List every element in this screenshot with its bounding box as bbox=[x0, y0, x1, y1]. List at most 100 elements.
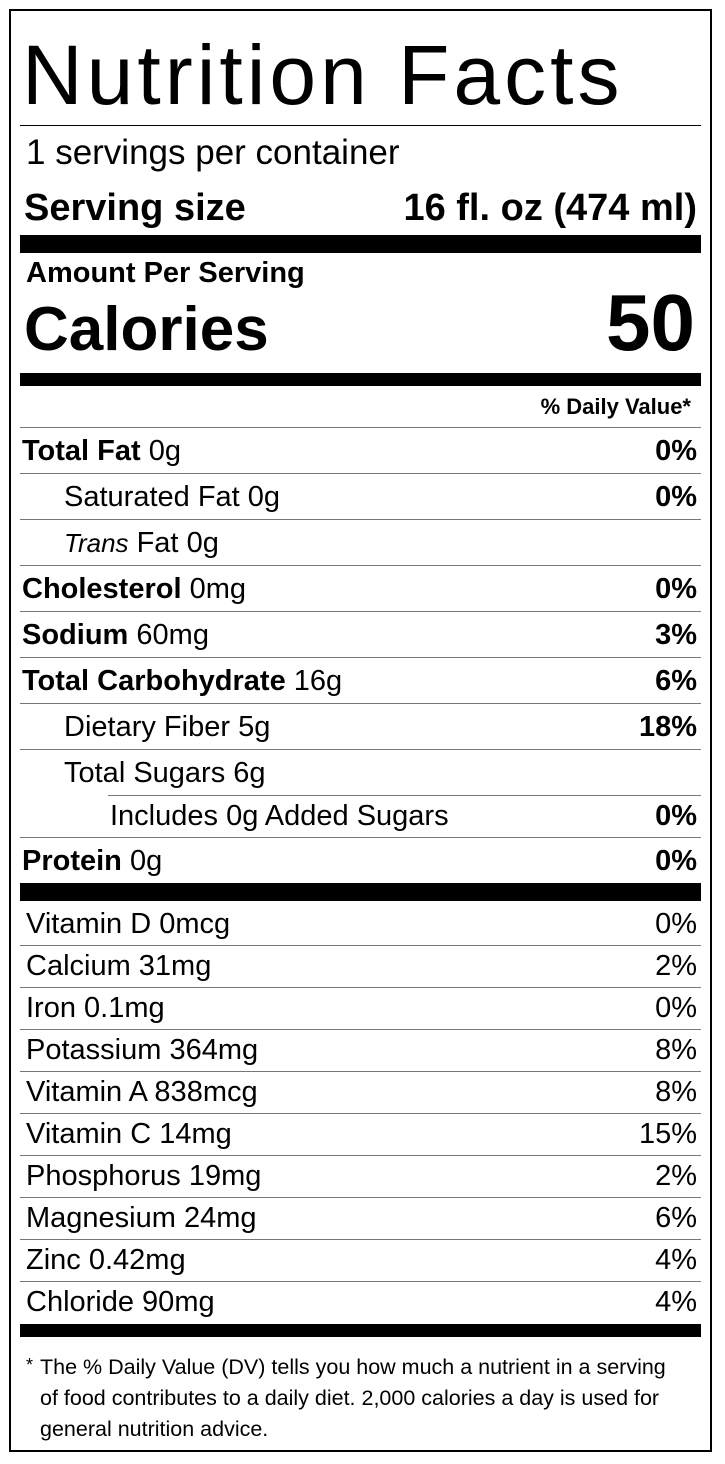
vitamin-text: Iron 0.1mg bbox=[26, 992, 165, 1024]
row-divider bbox=[108, 795, 701, 796]
vitamin-row: Calcium 31mg 2% bbox=[26, 945, 697, 987]
row-divider bbox=[20, 657, 701, 658]
amount-per-serving: Amount Per Serving bbox=[26, 257, 305, 289]
vitamin-text: Magnesium 24mg bbox=[26, 1202, 257, 1234]
vitamin-dv: 8% bbox=[655, 1076, 697, 1108]
vitamin-text: Vitamin A 838mcg bbox=[26, 1076, 258, 1108]
nutrient-amount: 0g bbox=[148, 435, 182, 467]
nutrient-name: Includes 0g Added Sugars bbox=[110, 800, 449, 832]
row-divider bbox=[20, 473, 701, 474]
vitamin-text: Zinc 0.42mg bbox=[26, 1244, 186, 1276]
vitamin-dv: 0% bbox=[655, 908, 697, 940]
trans-prefix: Trans bbox=[64, 528, 129, 558]
vitamin-dv: 15% bbox=[638, 1118, 697, 1150]
vitamin-row: Vitamin A 838mcg 8% bbox=[26, 1071, 697, 1113]
row-divider bbox=[20, 1197, 701, 1198]
vitamin-row: Magnesium 24mg 6% bbox=[26, 1197, 697, 1239]
calories-value: 50 bbox=[606, 278, 695, 367]
serving-size-row: Serving size 16 fl. oz (474 ml) bbox=[24, 184, 697, 232]
calories-row: Calories 50 bbox=[24, 278, 695, 367]
vitamin-dv: 6% bbox=[655, 1202, 697, 1234]
nutrient-name: Fat bbox=[136, 527, 179, 559]
serving-size-value: 16 fl. oz (474 ml) bbox=[403, 187, 697, 229]
vitamin-text: Calcium 31mg bbox=[26, 950, 212, 982]
label-title: Nutrition Facts bbox=[22, 28, 624, 122]
medium-divider bbox=[20, 1324, 701, 1337]
row-divider bbox=[20, 1071, 701, 1072]
vitamin-row: Iron 0.1mg 0% bbox=[26, 987, 697, 1029]
servings-per-container: 1 servings per container bbox=[26, 133, 400, 172]
nutrient-name: Total Sugars bbox=[64, 757, 226, 789]
nutrient-row-total-fat: Total Fat 0g 0% bbox=[20, 429, 701, 473]
vitamin-dv: 2% bbox=[655, 1160, 697, 1192]
row-divider bbox=[20, 837, 701, 838]
vitamin-row: Zinc 0.42mg 4% bbox=[26, 1239, 697, 1281]
vitamin-row: Vitamin D 0mcg 0% bbox=[26, 903, 697, 945]
vitamin-dv: 4% bbox=[655, 1286, 697, 1318]
nutrient-amount: 5g bbox=[238, 711, 271, 743]
vitamin-row: Chloride 90mg 4% bbox=[26, 1281, 697, 1323]
nutrient-dv: 0% bbox=[655, 435, 697, 467]
row-divider bbox=[20, 565, 701, 566]
vitamin-dv: 2% bbox=[655, 950, 697, 982]
nutrient-dv: 18% bbox=[638, 711, 697, 743]
nutrient-amount: 16g bbox=[293, 665, 343, 697]
row-divider bbox=[20, 427, 701, 428]
nutrient-name: Total Carbohydrate bbox=[22, 665, 286, 697]
label-content: Nutrition Facts 1 servings per container… bbox=[20, 11, 701, 1450]
thick-divider bbox=[20, 235, 701, 253]
nutrient-row-trans-fat: Trans Fat 0g bbox=[20, 521, 701, 565]
nutrition-label: Nutrition Facts 1 servings per container… bbox=[9, 9, 712, 1452]
nutrient-dv: 0% bbox=[655, 573, 697, 605]
row-divider bbox=[20, 945, 701, 946]
row-divider bbox=[20, 1029, 701, 1030]
vitamin-text: Phosphorus 19mg bbox=[26, 1160, 262, 1192]
row-divider bbox=[20, 749, 701, 750]
thick-divider bbox=[20, 883, 701, 901]
nutrient-amount: 6g bbox=[233, 757, 266, 789]
row-divider bbox=[20, 1113, 701, 1114]
vitamin-row: Potassium 364mg 8% bbox=[26, 1029, 697, 1071]
nutrient-name: Dietary Fiber bbox=[64, 711, 230, 743]
row-divider bbox=[20, 987, 701, 988]
footnote-asterisk: * bbox=[26, 1355, 34, 1375]
vitamin-text: Potassium 364mg bbox=[26, 1034, 259, 1066]
nutrient-row-total-sugars: Total Sugars 6g bbox=[20, 751, 701, 795]
nutrient-name: Total Fat bbox=[22, 435, 141, 467]
vitamin-text: Vitamin C 14mg bbox=[26, 1118, 232, 1150]
nutrient-dv: 0% bbox=[655, 845, 697, 877]
row-divider bbox=[20, 611, 701, 612]
serving-size-label: Serving size bbox=[24, 187, 246, 229]
vitamin-text: Chloride 90mg bbox=[26, 1286, 215, 1318]
nutrient-amount: 60mg bbox=[136, 619, 209, 651]
row-divider bbox=[20, 1239, 701, 1240]
vitamin-row: Phosphorus 19mg 2% bbox=[26, 1155, 697, 1197]
nutrient-amount: 0g bbox=[186, 527, 219, 559]
nutrient-dv: 0% bbox=[655, 800, 697, 832]
daily-value-header: % Daily Value* bbox=[540, 394, 691, 419]
nutrient-amount: 0g bbox=[129, 845, 163, 877]
row-divider bbox=[20, 1281, 701, 1282]
nutrient-row-added-sugars: Includes 0g Added Sugars 0% bbox=[20, 794, 701, 838]
nutrient-row-total-carbohydrate: Total Carbohydrate 16g 6% bbox=[20, 659, 701, 703]
vitamin-dv: 4% bbox=[655, 1244, 697, 1276]
nutrient-row-sodium: Sodium 60mg 3% bbox=[20, 613, 701, 657]
row-divider bbox=[20, 519, 701, 520]
nutrient-amount: 0mg bbox=[189, 573, 247, 605]
nutrient-row-dietary-fiber: Dietary Fiber 5g 18% bbox=[20, 705, 701, 749]
divider bbox=[20, 125, 701, 126]
nutrient-name: Protein bbox=[22, 845, 122, 877]
nutrient-dv: 0% bbox=[655, 481, 697, 513]
calories-label: Calories bbox=[24, 295, 269, 364]
row-divider bbox=[20, 703, 701, 704]
nutrient-name: Saturated Fat bbox=[64, 481, 240, 513]
vitamin-dv: 0% bbox=[655, 992, 697, 1024]
footnote-text: The % Daily Value (DV) tells you how muc… bbox=[40, 1355, 666, 1441]
nutrient-row-protein: Protein 0g 0% bbox=[20, 839, 701, 883]
nutrient-name: Cholesterol bbox=[22, 573, 182, 605]
nutrient-name: Sodium bbox=[22, 619, 129, 651]
nutrient-amount: 0g bbox=[247, 481, 281, 513]
footnote: * The % Daily Value (DV) tells you how m… bbox=[26, 1352, 681, 1445]
vitamin-row: Vitamin C 14mg 15% bbox=[26, 1113, 697, 1155]
vitamin-text: Vitamin D 0mcg bbox=[26, 908, 231, 940]
